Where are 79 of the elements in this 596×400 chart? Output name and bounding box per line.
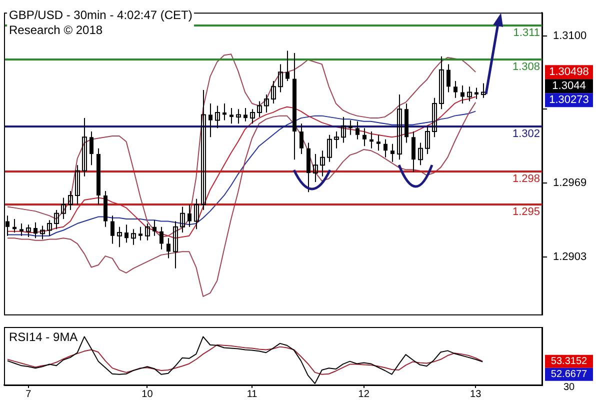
candlestick (124, 224, 128, 244)
candlestick (131, 228, 136, 246)
candlestick (250, 108, 255, 124)
candlestick (138, 226, 142, 241)
x-tick-label: 13 (470, 388, 482, 400)
candlestick (68, 190, 73, 211)
candlestick (61, 197, 66, 220)
candlestick (47, 220, 52, 236)
candlestick (82, 118, 87, 177)
candlestick (166, 238, 170, 259)
candlestick (418, 142, 423, 166)
y-tick-label: 1.2969 (553, 177, 587, 190)
ref-line-label: 1.298 (512, 173, 540, 186)
chart-title: GBP/USD - 30min - 4:02:47 (CET) (9, 8, 192, 23)
candlestick (425, 125, 430, 154)
x-tick-label: 11 (246, 388, 258, 400)
x-tick-label: 12 (358, 388, 370, 400)
candlestick (188, 204, 192, 228)
candlestick (286, 50, 290, 82)
candlestick (334, 131, 339, 149)
text: 1.30498 (549, 66, 589, 78)
candlestick (356, 120, 360, 140)
candlestick (40, 225, 45, 240)
candlestick (257, 100, 262, 118)
text: 30 (563, 382, 575, 393)
candlestick (397, 94, 402, 160)
candlestick (432, 97, 437, 138)
candlestick (208, 102, 212, 138)
candlestick (230, 107, 234, 124)
candlestick (110, 215, 114, 244)
candlestick (439, 56, 444, 110)
candlestick (145, 223, 150, 241)
candlestick (180, 206, 185, 233)
ref-line-label: 1.295 (512, 206, 540, 218)
candlestick (341, 116, 346, 144)
candlestick (327, 134, 332, 162)
candlestick (201, 90, 206, 211)
candlestick (390, 143, 394, 162)
ref-line-label: 1.302 (512, 128, 540, 140)
candlestick (320, 150, 325, 177)
text: 52.6677 (550, 369, 588, 380)
y-tick-label: 1.2903 (553, 251, 587, 264)
candlestick (152, 220, 156, 236)
candlestick (271, 80, 276, 104)
candlestick (481, 82, 486, 98)
candlestick (34, 222, 38, 239)
x-tick-label: 10 (142, 388, 154, 400)
candlestick (244, 107, 248, 122)
text: 1.30273 (549, 94, 589, 106)
chart-title: RSI14 - 9MA (9, 330, 78, 345)
candlestick (173, 220, 178, 269)
text: Research © 2018 (9, 23, 104, 38)
candlestick (313, 153, 318, 183)
candlestick (90, 131, 94, 166)
text: 1.3044 (552, 80, 586, 92)
candlestick (117, 226, 122, 248)
candlestick (194, 198, 199, 230)
candlestick (384, 138, 388, 158)
candlestick (215, 105, 220, 129)
text: 53.3152 (550, 356, 588, 368)
candlestick (300, 123, 304, 154)
ref-line-label: 1.308 (512, 61, 540, 74)
candlestick (446, 64, 450, 93)
candlestick (376, 134, 380, 152)
candlestick (412, 131, 416, 172)
candlestick (278, 64, 283, 93)
candlestick (362, 128, 366, 147)
ref-line-label: 1.311 (513, 27, 540, 40)
candlestick (75, 164, 80, 205)
candlestick (454, 80, 458, 98)
candlestick (26, 224, 31, 238)
candlestick (54, 210, 59, 230)
candlestick (264, 94, 269, 113)
candlestick (236, 108, 241, 124)
x-tick-label: 7 (26, 388, 32, 400)
candlestick (160, 226, 164, 250)
y-tick-label: 1.3100 (553, 30, 587, 42)
candlestick (20, 223, 24, 236)
candlestick (467, 86, 472, 102)
